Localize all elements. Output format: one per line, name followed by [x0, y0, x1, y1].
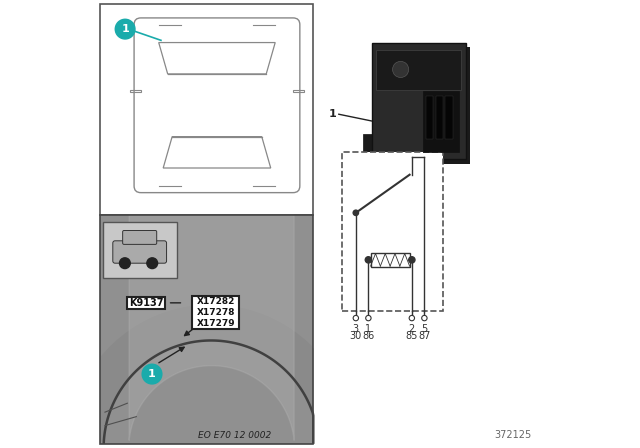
Bar	[100, 215, 314, 444]
Text: K9137: K9137	[129, 298, 164, 308]
Circle shape	[353, 315, 358, 321]
Bar	[376, 50, 461, 90]
Text: 5: 5	[421, 324, 428, 334]
Bar	[436, 96, 443, 139]
Text: 372125: 372125	[494, 430, 531, 439]
FancyBboxPatch shape	[376, 47, 470, 164]
Text: X17279: X17279	[196, 319, 235, 328]
Circle shape	[120, 258, 131, 269]
Text: 86: 86	[362, 331, 374, 340]
Text: 1: 1	[148, 369, 156, 379]
Text: 85: 85	[406, 331, 418, 340]
Bar	[323, 220, 544, 444]
Circle shape	[353, 210, 358, 215]
Text: 1: 1	[121, 24, 129, 34]
FancyBboxPatch shape	[134, 18, 300, 193]
FancyBboxPatch shape	[371, 43, 465, 159]
Bar	[362, 134, 376, 152]
Circle shape	[409, 257, 415, 263]
Text: 1: 1	[328, 109, 336, 119]
Bar	[127, 297, 165, 309]
Bar	[100, 4, 314, 215]
Bar	[102, 222, 177, 278]
Circle shape	[365, 315, 371, 321]
Text: 30: 30	[349, 331, 362, 340]
Text: 1: 1	[365, 324, 371, 334]
Text: X17282: X17282	[196, 297, 235, 306]
Bar	[100, 215, 314, 444]
Circle shape	[147, 258, 157, 269]
Text: 3: 3	[353, 324, 359, 334]
Bar	[423, 90, 459, 152]
Bar	[426, 96, 433, 139]
Text: X17278: X17278	[196, 308, 235, 317]
Circle shape	[142, 364, 162, 384]
Circle shape	[115, 19, 135, 39]
Text: EO E70 12 0002: EO E70 12 0002	[198, 431, 271, 440]
Bar	[323, 0, 544, 215]
Circle shape	[392, 61, 409, 78]
Circle shape	[422, 315, 427, 321]
Circle shape	[365, 257, 372, 263]
Bar	[371, 253, 410, 267]
FancyBboxPatch shape	[123, 230, 157, 244]
Circle shape	[409, 315, 415, 321]
Polygon shape	[100, 305, 314, 443]
Text: 87: 87	[418, 331, 431, 340]
Bar	[445, 96, 452, 139]
FancyBboxPatch shape	[113, 241, 166, 263]
Text: 2: 2	[409, 324, 415, 334]
Bar	[342, 152, 443, 311]
Bar	[192, 296, 239, 329]
